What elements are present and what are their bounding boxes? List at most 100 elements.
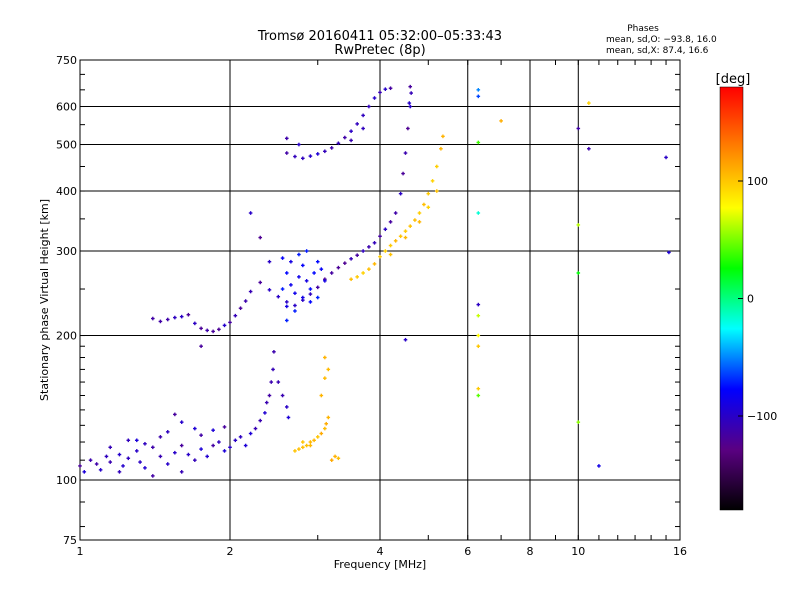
data-point	[499, 119, 503, 123]
data-point	[367, 245, 371, 249]
y-tick-label: 400	[56, 185, 77, 198]
data-point	[304, 249, 309, 253]
data-point	[388, 220, 393, 224]
data-point	[367, 267, 371, 271]
data-point	[217, 440, 221, 444]
data-point	[243, 443, 248, 448]
data-point	[186, 452, 191, 457]
data-point	[293, 303, 297, 308]
data-point	[398, 234, 403, 239]
data-point	[301, 156, 305, 161]
data-point	[293, 291, 297, 296]
data-point	[439, 146, 443, 151]
data-point	[248, 289, 253, 294]
data-point	[336, 141, 341, 146]
data-point	[78, 464, 82, 468]
data-point	[151, 316, 155, 321]
data-point	[253, 426, 258, 431]
data-point	[378, 90, 382, 95]
data-point	[315, 435, 320, 439]
data-point	[349, 277, 353, 282]
phases-legend-x-line: mean, sd,X: 87.4, 16.6	[606, 46, 709, 56]
data-point	[301, 440, 305, 444]
data-point	[576, 223, 581, 227]
data-point	[408, 104, 413, 109]
data-point	[372, 241, 377, 245]
data-point	[361, 249, 365, 253]
data-point	[587, 146, 591, 151]
data-point	[388, 252, 393, 257]
data-point	[199, 433, 203, 437]
data-point	[476, 313, 481, 318]
data-point	[151, 445, 155, 450]
y-tick-label: 600	[56, 101, 77, 114]
data-point	[280, 256, 285, 260]
data-point	[319, 431, 324, 436]
data-point	[301, 295, 305, 300]
data-point	[308, 300, 313, 304]
data-point	[476, 211, 481, 215]
data-point	[426, 191, 431, 196]
data-point	[293, 309, 297, 313]
y-axis-label: Stationary phase Virtual Height [km]	[38, 199, 51, 401]
data-point	[179, 420, 184, 424]
chart-subtitle: RwPretec (8p)	[334, 43, 425, 58]
data-point	[361, 113, 365, 118]
y-tick-label: 100	[56, 474, 77, 487]
data-point	[372, 262, 377, 266]
data-point	[238, 306, 243, 311]
data-point	[284, 136, 289, 141]
data-point	[173, 412, 177, 417]
data-point	[403, 229, 408, 233]
data-point	[398, 191, 403, 196]
data-point	[158, 319, 163, 324]
data-point	[284, 304, 289, 309]
data-point	[211, 329, 215, 334]
data-point	[393, 211, 398, 215]
data-point	[349, 256, 353, 261]
data-point	[476, 94, 481, 99]
data-point	[284, 271, 289, 275]
data-point	[269, 380, 274, 384]
data-point	[401, 171, 405, 176]
data-point	[284, 318, 289, 323]
data-point	[165, 317, 170, 322]
data-point	[355, 253, 359, 258]
data-points	[78, 84, 671, 478]
data-point	[158, 435, 163, 439]
data-point	[199, 344, 203, 349]
data-point	[308, 292, 313, 296]
data-point	[143, 466, 147, 470]
data-point	[304, 279, 309, 283]
data-point	[355, 275, 359, 279]
phases-legend-title: Phases	[627, 24, 659, 34]
data-point	[158, 454, 163, 459]
data-point	[349, 138, 353, 143]
data-point	[343, 135, 347, 140]
data-point	[430, 179, 435, 183]
data-point	[297, 142, 301, 147]
data-point	[406, 126, 410, 131]
data-point	[326, 415, 331, 420]
data-point	[289, 259, 293, 264]
y-tick-label: 75	[63, 534, 77, 547]
data-point	[329, 271, 334, 275]
data-point	[315, 295, 320, 300]
data-point	[222, 449, 227, 453]
data-point	[121, 464, 125, 468]
data-point	[476, 393, 481, 398]
data-point	[413, 218, 417, 222]
data-point	[383, 249, 388, 253]
y-tick-label: 500	[56, 139, 77, 152]
data-point	[408, 224, 413, 228]
data-point	[476, 333, 481, 338]
data-point	[186, 312, 191, 317]
data-point	[304, 443, 309, 448]
data-point	[205, 328, 209, 333]
phases-legend: Phases mean, sd,O: −93.8, 16.0 mean, sd,…	[606, 24, 717, 56]
data-point	[263, 411, 267, 415]
data-point	[301, 263, 305, 268]
data-point	[576, 126, 581, 131]
data-point	[308, 443, 313, 448]
